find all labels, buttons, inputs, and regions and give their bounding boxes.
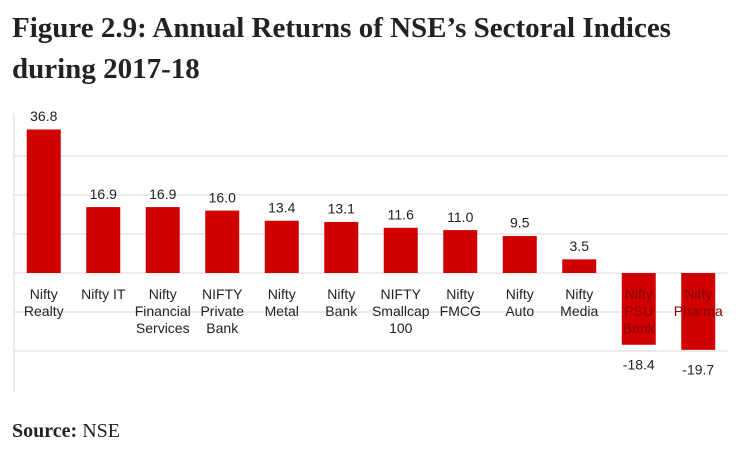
value-label: 13.1 [328,201,355,217]
bar [86,207,121,273]
value-label: 13.4 [268,199,295,215]
x-tick-label: Nifty Media [560,286,599,319]
bar [681,273,716,350]
value-label: 16.0 [209,189,236,205]
bar [324,221,359,273]
bar [383,227,418,273]
source-label: Source: [12,420,78,442]
bar [145,207,180,273]
bar [443,230,478,273]
value-label: 16.9 [149,186,176,202]
bar [264,220,299,273]
value-label: 3.5 [570,238,590,254]
value-label: -18.4 [623,356,655,372]
bar [26,129,61,273]
value-label: 11.0 [447,209,473,225]
x-tick-label: Nifty Metal [264,286,299,319]
value-label: -19.7 [682,362,714,378]
bar [621,273,656,345]
value-label: 16.9 [90,186,117,202]
bar [205,210,240,273]
x-tick-label: Nifty Auto [505,286,535,319]
x-tick-label: Nifty Pharma [673,286,723,319]
x-tick-label: Nifty FMCG [439,286,481,319]
bar [562,259,597,273]
x-tick-label: Nifty Bank [325,286,358,319]
x-tick-label: Nifty Financial Services [134,286,191,336]
chart-title: Figure 2.9: Annual Returns of NSE’s Sect… [12,12,671,85]
x-tick-label: Nifty PSU Bank [622,286,655,336]
bar [502,235,537,273]
source-text: NSE [82,420,120,442]
x-tick-label: NIFTY Smallcap 100 [371,286,430,336]
value-label: 36.8 [30,108,57,124]
x-tick-label: NIFTY Private Bank [200,286,245,336]
x-tick-label: Nifty IT [81,286,126,302]
value-label: 9.5 [510,215,530,231]
x-tick-label: Nifty Realty [23,286,64,319]
value-label: 11.6 [388,206,414,222]
source: Source: NSE [12,420,120,443]
